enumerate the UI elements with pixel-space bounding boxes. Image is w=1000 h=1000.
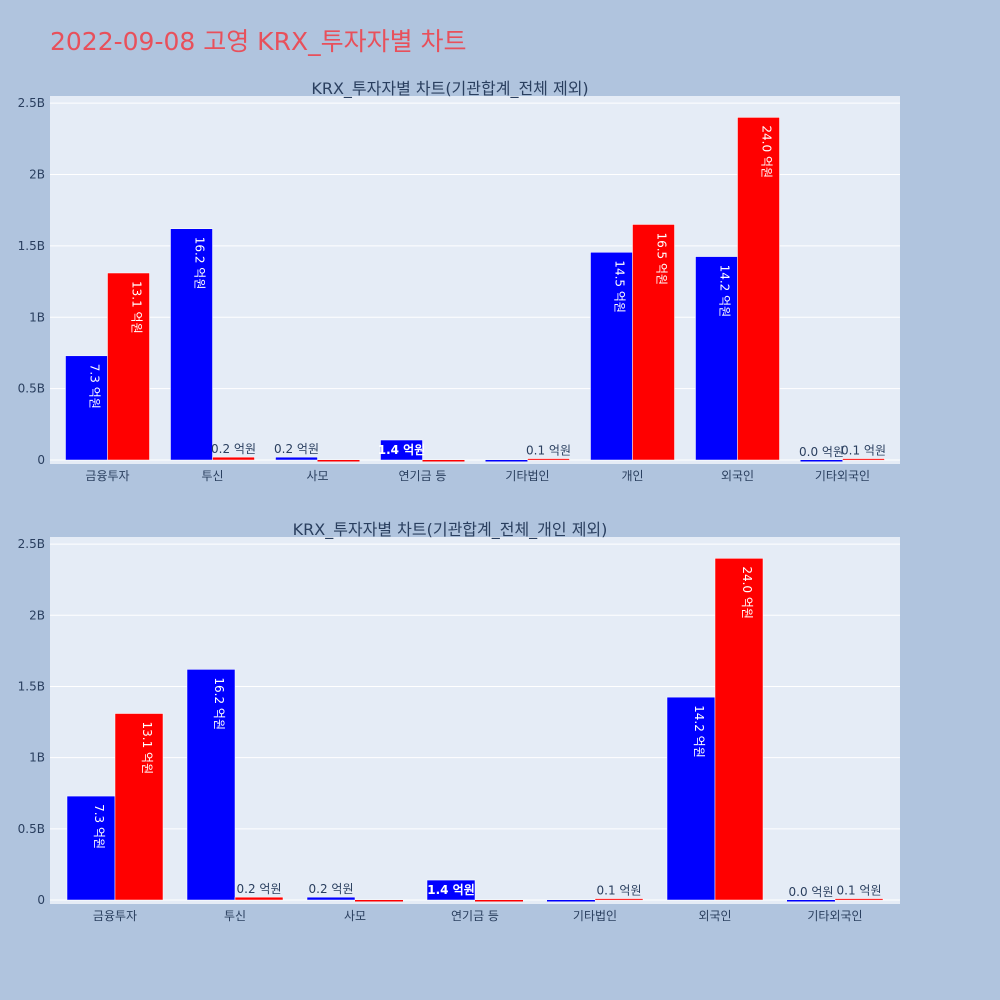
bar-label: 0.2 억원: [211, 442, 256, 456]
bar: [114, 713, 164, 901]
bar-label: 1.4 억원: [427, 883, 475, 897]
y-tick-label: 0.5B: [18, 382, 45, 396]
chart-title: KRX_투자자별 차트(기관합계_전체_개인 제외): [293, 520, 608, 540]
bar: [186, 669, 236, 901]
x-tick-label: 금융투자: [93, 909, 137, 923]
bar: [714, 558, 764, 901]
y-tick-label: 2.5B: [18, 96, 45, 110]
x-tick-label: 연기금 등: [451, 909, 499, 923]
y-tick-label: 1.5B: [18, 679, 45, 693]
bar: [800, 460, 843, 462]
bar: [422, 460, 465, 462]
bar: [594, 898, 644, 901]
bar-label: 0.1 억원: [526, 444, 571, 458]
bar: [212, 456, 255, 461]
x-tick-label: 외국인: [698, 909, 731, 923]
bar: [475, 900, 523, 902]
x-tick-label: 기타외국인: [807, 909, 862, 923]
bar-label: 16.5 억원: [655, 232, 669, 285]
x-tick-label: 투신: [201, 469, 223, 483]
y-tick-label: 1B: [29, 310, 45, 324]
bar: [66, 795, 116, 901]
bar: [317, 460, 360, 462]
x-tick-label: 금융투자: [85, 469, 129, 483]
y-tick-label: 2B: [29, 168, 45, 182]
bar-label: 0.2 억원: [309, 882, 354, 896]
bar: [590, 252, 633, 461]
x-tick-label: 개인: [621, 469, 643, 483]
page-title: 2022-09-08 고영 KRX_투자자별 차트: [50, 27, 467, 56]
y-tick-label: 1B: [29, 751, 45, 765]
bar: [842, 458, 885, 461]
bar-label: 0.0 억원: [799, 445, 844, 459]
chart-2: 0 0.5B 1B 1.5B 2B 2.5B KRX_투자자별 차트(기관합계_전체_개인 …: [18, 520, 900, 923]
bar-label: 1.4 억원: [378, 443, 426, 457]
bar: [306, 896, 356, 901]
bar: [547, 900, 595, 902]
y-tick-label: 0.5B: [18, 822, 45, 836]
bar-label: 0.0 억원: [789, 885, 834, 899]
bar: [834, 898, 884, 901]
bar-label: 7.3 억원: [88, 364, 102, 409]
x-tick-label: 사모: [306, 469, 328, 483]
bar: [107, 272, 150, 461]
bar-label: 14.5 억원: [613, 260, 627, 313]
bar: [527, 458, 570, 461]
bar-label: 0.2 억원: [274, 442, 319, 456]
y-tick-label: 0: [37, 453, 45, 467]
y-tick-label: 2.5B: [18, 537, 45, 551]
y-tick-label: 0: [37, 893, 45, 907]
bar-label: 13.1 억원: [140, 722, 154, 775]
bar: [485, 460, 528, 462]
x-tick-label: 기타외국인: [815, 469, 870, 483]
bar-label: 0.2 억원: [237, 882, 282, 896]
x-tick-label: 외국인: [721, 469, 754, 483]
bar: [666, 696, 716, 901]
bar: [737, 117, 780, 461]
bar: [380, 439, 423, 461]
bar-label: 0.1 억원: [841, 444, 886, 458]
bar-label: 0.1 억원: [597, 884, 642, 898]
x-tick-label: 기타법인: [505, 469, 549, 483]
bar: [632, 224, 675, 461]
bar-label: 13.1 억원: [130, 281, 144, 334]
chart-title: KRX_투자자별 차트(기관합계_전체 제외): [311, 79, 588, 99]
x-tick-label: 투신: [224, 909, 246, 923]
bar-label: 14.2 억원: [718, 265, 732, 318]
bar: [695, 256, 738, 461]
chart-1: 0 0.5B 1B 1.5B 2B 2.5B KRX_투자자별 차트(기관합계_전체 제외)…: [18, 79, 900, 483]
bar: [65, 355, 108, 461]
bar-label: 16.2 억원: [212, 677, 226, 730]
bar-label: 24.0 억원: [740, 566, 754, 619]
y-tick-label: 1.5B: [18, 239, 45, 253]
x-tick-label: 기타법인: [573, 909, 617, 923]
y-tick-label: 2B: [29, 608, 45, 622]
bar-label: 24.0 억원: [760, 125, 774, 178]
bar-label: 16.2 억원: [193, 237, 207, 290]
bar: [426, 879, 476, 901]
bar-label: 0.1 억원: [837, 884, 882, 898]
x-tick-label: 연기금 등: [399, 469, 447, 483]
bar: [234, 896, 284, 901]
bar: [787, 900, 835, 902]
bar-label: 14.2 억원: [692, 705, 706, 758]
bar: [355, 900, 403, 902]
bar-label: 7.3 억원: [92, 804, 106, 849]
x-tick-label: 사모: [344, 909, 366, 923]
bar: [275, 456, 318, 461]
plot-area: [50, 537, 900, 904]
bar: [170, 228, 213, 461]
